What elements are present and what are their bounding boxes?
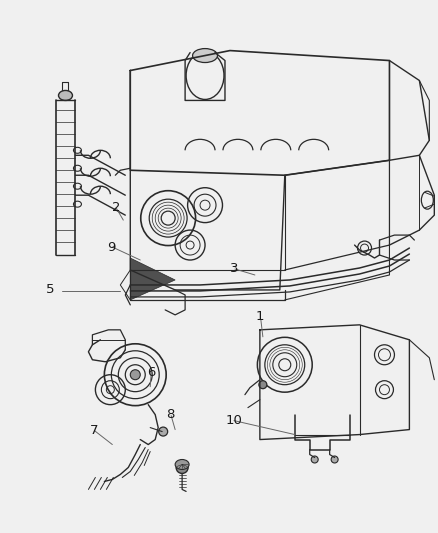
Text: 3: 3 [230, 262, 238, 276]
Ellipse shape [311, 456, 318, 463]
Text: 6: 6 [147, 366, 155, 379]
Text: 5: 5 [46, 284, 55, 296]
Ellipse shape [331, 456, 338, 463]
Ellipse shape [193, 49, 218, 62]
Text: 9: 9 [107, 240, 116, 254]
Text: 7: 7 [90, 424, 99, 437]
Ellipse shape [176, 462, 188, 473]
Ellipse shape [259, 381, 267, 389]
Text: 10: 10 [226, 414, 242, 427]
Ellipse shape [159, 427, 168, 436]
Ellipse shape [59, 91, 72, 100]
Text: 1: 1 [256, 310, 264, 324]
Ellipse shape [175, 459, 189, 470]
Text: 8: 8 [166, 408, 174, 421]
Text: 2: 2 [112, 200, 120, 214]
Ellipse shape [130, 370, 140, 379]
Polygon shape [130, 258, 175, 300]
